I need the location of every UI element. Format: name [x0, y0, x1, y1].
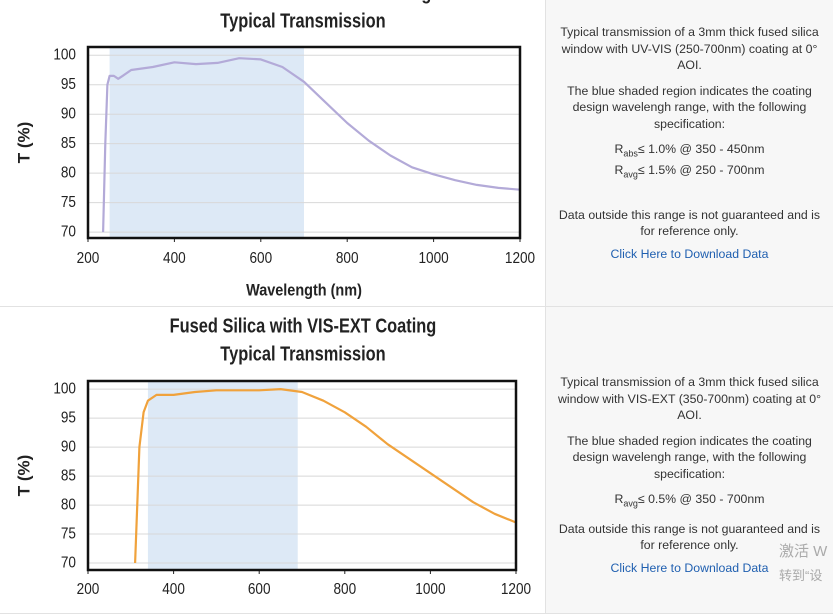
y-tick-label: 70 [61, 554, 76, 571]
specifications: Rabs≤ 1.0% @ 350 - 450nm Ravg≤ 1.5% @ 250… [552, 141, 827, 183]
chart-row: Fused Silica with UV-VIS Coating Typical … [0, 0, 833, 307]
plot-frame [86, 45, 522, 240]
shaded-region [109, 47, 304, 238]
x-tick-label: 800 [336, 250, 359, 267]
y-tick-label: 100 [53, 380, 76, 397]
chart: Fused Silica with VIS-EXT Coating Typical… [14, 314, 531, 613]
spec-text: ≤ 1.0% @ 350 - 450nm [637, 142, 765, 156]
y-tick-label: 100 [53, 47, 76, 64]
x-axis-label: Wavelength (nm) [246, 281, 362, 299]
x-tick-label: 1200 [501, 581, 531, 598]
y-tick-label: 70 [61, 223, 76, 240]
spec-text: ≤ 0.5% @ 350 - 700nm [637, 492, 765, 506]
disclaimer: Data outside this range is not guarantee… [558, 521, 821, 553]
specifications: Ravg≤ 0.5% @ 350 - 700nm [552, 491, 827, 512]
x-tick-label: 1200 [505, 250, 535, 267]
description: Typical transmission of a 3mm thick fuse… [557, 375, 822, 422]
x-tick-label: 200 [77, 250, 100, 267]
x-tick-label: 1000 [415, 581, 445, 598]
spec-symbol: R [614, 492, 624, 506]
watermark: 激活 W [779, 543, 828, 560]
spec-text: ≤ 1.5% @ 250 - 700nm [637, 162, 765, 177]
x-tick-label: 600 [248, 581, 271, 598]
download-link[interactable]: Click Here to Download Data [610, 246, 769, 261]
chart-title: Typical Transmission [220, 9, 385, 32]
x-tick-label: 200 [77, 581, 100, 598]
download-link[interactable]: Click Here to Download Data [610, 560, 769, 575]
specification: Ravg≤ 0.5% @ 350 - 700nm [552, 491, 827, 512]
x-tick-label: 600 [249, 250, 272, 267]
y-axis-label: T (%) [14, 455, 33, 497]
y-tick-label: 80 [61, 164, 76, 181]
spec-subscript: avg [623, 169, 638, 180]
y-tick-label: 90 [61, 105, 76, 122]
x-tick-label: 800 [333, 581, 356, 598]
y-tick-label: 80 [61, 496, 76, 513]
y-tick-label: 95 [61, 409, 76, 426]
chart: Fused Silica with UV-VIS Coating Typical … [14, 0, 535, 300]
y-tick-label: 75 [61, 194, 76, 211]
spec-subscript: abs [623, 148, 638, 159]
x-tick-label: 1000 [418, 250, 448, 267]
x-tick-label: 400 [163, 250, 186, 267]
data-line [134, 388, 517, 564]
shade-note: The blue shaded region indicates the coa… [567, 433, 812, 481]
y-axis-label: T (%) [14, 122, 33, 164]
y-tick-label: 90 [61, 438, 76, 455]
shaded-region [147, 381, 298, 570]
description-panel: Typical transmission of a 3mm thick fuse… [545, 307, 833, 613]
y-tick-label: 75 [61, 525, 76, 542]
spec-symbol: R [614, 142, 624, 156]
description-panel: Typical transmission of a 3mm thick fuse… [545, 0, 833, 306]
disclaimer: Data outside this range is not guarantee… [558, 207, 821, 239]
y-tick-label: 95 [61, 76, 76, 93]
shade-note: The blue shaded region indicates the coa… [567, 83, 812, 131]
watermark: 转到“设 [779, 568, 823, 583]
chart-title: Fused Silica with VIS-EXT Coating [170, 314, 437, 337]
chart-row: Fused Silica with VIS-EXT Coating Typical… [0, 307, 833, 614]
chart-title: Typical Transmission [220, 342, 385, 365]
specification: Ravg≤ 1.5% @ 250 - 700nm [552, 162, 827, 183]
spec-symbol: R [614, 162, 624, 177]
chart-title: Fused Silica with UV-VIS Coating [175, 0, 432, 4]
plot-frame [86, 379, 518, 572]
x-tick-label: 400 [162, 581, 185, 598]
spec-subscript: avg [623, 498, 638, 509]
specification: Rabs≤ 1.0% @ 350 - 450nm [552, 141, 827, 162]
data-line [102, 57, 521, 233]
description: Typical transmission of a 3mm thick fuse… [560, 25, 819, 72]
y-tick-label: 85 [61, 135, 76, 152]
y-tick-label: 85 [61, 467, 76, 484]
